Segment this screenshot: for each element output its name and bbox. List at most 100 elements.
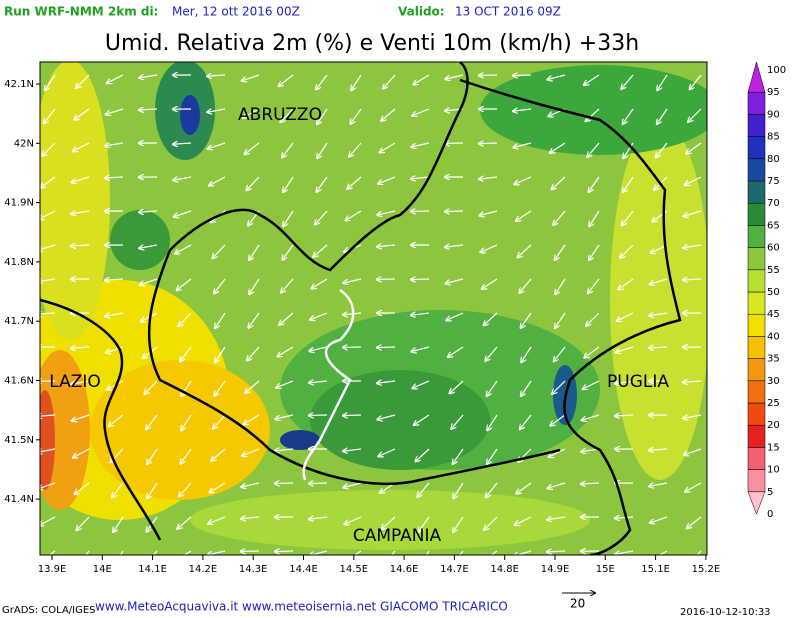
colorbar-cell (747, 358, 766, 382)
colorbar-label: 40 (767, 331, 780, 342)
colorbar-label: 45 (767, 309, 780, 320)
wind-arrow (344, 482, 362, 488)
wind-arrow (589, 210, 600, 226)
wind-arrow (140, 278, 158, 285)
wind-arrow (113, 516, 124, 532)
colorbar-label: 50 (767, 287, 780, 298)
wind-arrow (207, 108, 226, 112)
map-labels: ABRUZZO LAZIO PUGLIA CAMPANIA 42.1N 42N 41.9N 4… (4, 61, 786, 575)
wind-arrow (378, 414, 396, 420)
colorbar-cell (747, 336, 766, 359)
colorbar-cell (747, 269, 766, 293)
colorbar-cell (747, 61, 766, 93)
wind-arrow (485, 346, 498, 361)
wind-arrow (106, 108, 124, 114)
colorbar-cell (747, 491, 766, 515)
wind-arrow (309, 381, 328, 383)
wind-arrow (275, 449, 294, 451)
wind-arrow (241, 482, 260, 487)
wind-arrow (309, 346, 328, 351)
wind-arrow (450, 380, 464, 393)
wind-arrow (310, 312, 328, 320)
wind-arrow (448, 346, 464, 357)
wind-arrow (586, 108, 600, 121)
wind-arrow (241, 517, 260, 519)
wind-arrow (211, 448, 226, 461)
wind-arrow (174, 210, 192, 217)
wind-arrow (347, 176, 362, 189)
wind-arrow (105, 143, 124, 146)
wind-arrow (550, 414, 566, 426)
wind-arrow (550, 142, 566, 153)
wind-arrow (312, 278, 328, 288)
wind-arrow (245, 142, 260, 154)
wind-arrow (76, 74, 90, 88)
wind-arrow (73, 448, 90, 458)
wind-arrow (588, 278, 600, 293)
wind-arrow (683, 381, 702, 382)
wind-arrow (685, 482, 702, 492)
wind-scale-label: 20 (570, 597, 585, 611)
region-label: LAZIO (49, 372, 101, 392)
wind-arrow (622, 210, 634, 225)
wind-arrow (617, 312, 634, 321)
wind-arrow (487, 414, 498, 430)
region-border (459, 78, 682, 555)
wind-arrow (445, 245, 464, 247)
wind-arrow (446, 278, 464, 284)
wind-arrow (552, 380, 566, 394)
wind-arrow (683, 245, 702, 248)
wind-arrow (213, 244, 226, 258)
wind-arrow (40, 176, 56, 188)
wind-arrow (243, 108, 260, 118)
wind-arrow (656, 142, 668, 157)
wind-arrow (85, 550, 90, 555)
map-field (40, 62, 707, 555)
wind-arrow (417, 482, 430, 497)
wind-arrow (451, 414, 464, 429)
colorbar-cell (747, 180, 766, 204)
wind-arrow (555, 312, 566, 328)
region-label: PUGLIA (607, 372, 669, 392)
wind-arrow (684, 210, 702, 216)
wind-arrow (411, 177, 430, 179)
wind-arrow (584, 74, 600, 85)
wind-arrow (552, 176, 566, 189)
colorbar-label: 65 (767, 220, 780, 231)
wind-arrow (620, 244, 634, 258)
wind-arrow (521, 312, 532, 328)
wind-arrow (282, 142, 294, 157)
wind-arrow (487, 380, 498, 396)
lon-label: 14.2E (189, 564, 218, 575)
wind-arrow (283, 244, 294, 260)
wind-arrow (555, 278, 566, 294)
wind-arrow (351, 108, 362, 124)
wind-arrow (412, 108, 430, 116)
wind-arrow (649, 449, 668, 450)
colorbar-cell (747, 291, 766, 315)
wind-arrow (411, 313, 430, 315)
wind-arrow (453, 482, 464, 498)
region-border (169, 62, 469, 272)
lon-label: 14.9E (541, 564, 570, 575)
wind-arrow (279, 312, 294, 325)
colorbar-cell (747, 402, 766, 426)
wind-arrow (618, 278, 634, 290)
wind-arrow (209, 176, 226, 186)
wind-arrow (548, 74, 566, 80)
wind-arrow (179, 482, 192, 497)
wind-arrow (183, 550, 192, 555)
lon-label: 13.9E (38, 564, 67, 575)
wind-arrow (688, 108, 702, 122)
wind-arrow (283, 210, 294, 226)
wind-arrow (390, 550, 396, 555)
wind-arrow (281, 108, 294, 122)
wind-arrow (40, 482, 56, 489)
wind-arrow (279, 74, 294, 86)
wind-arrow (42, 142, 56, 156)
wind-arrow (414, 414, 430, 425)
wind-arrow (71, 380, 90, 384)
wind-arrow (214, 278, 226, 293)
wind-arrow (207, 550, 226, 555)
lon-label: 15E (596, 564, 615, 575)
